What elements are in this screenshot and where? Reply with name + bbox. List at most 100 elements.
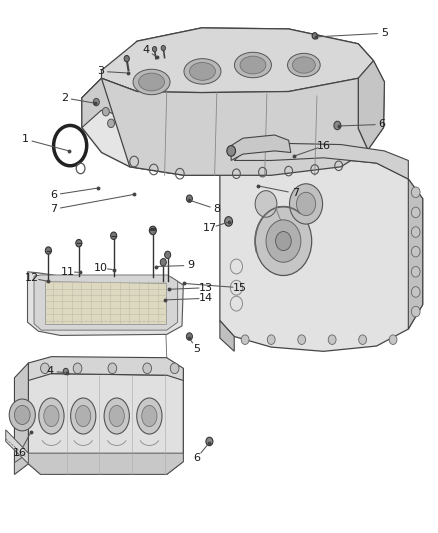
Text: 14: 14 <box>199 293 213 303</box>
Circle shape <box>290 184 322 224</box>
Circle shape <box>165 251 171 259</box>
Text: 2: 2 <box>61 93 68 103</box>
Circle shape <box>255 207 312 276</box>
Circle shape <box>276 231 291 251</box>
Circle shape <box>267 335 275 344</box>
Circle shape <box>186 195 192 203</box>
Polygon shape <box>82 78 102 108</box>
Ellipse shape <box>240 56 266 74</box>
Circle shape <box>160 259 166 266</box>
Ellipse shape <box>44 406 59 426</box>
Ellipse shape <box>104 398 129 434</box>
Circle shape <box>143 363 152 374</box>
Ellipse shape <box>109 406 124 426</box>
Circle shape <box>298 335 306 344</box>
Polygon shape <box>408 179 423 329</box>
Circle shape <box>241 335 249 344</box>
Polygon shape <box>28 272 184 335</box>
Circle shape <box>266 220 301 262</box>
Text: 4: 4 <box>143 45 150 55</box>
Polygon shape <box>14 453 184 474</box>
Circle shape <box>359 335 367 344</box>
Circle shape <box>93 99 99 106</box>
Text: 7: 7 <box>50 204 57 214</box>
Polygon shape <box>234 143 408 179</box>
Polygon shape <box>34 275 178 330</box>
Polygon shape <box>102 78 368 175</box>
Ellipse shape <box>71 398 96 434</box>
Circle shape <box>170 363 179 374</box>
Circle shape <box>108 363 117 374</box>
Polygon shape <box>14 363 28 474</box>
Text: 11: 11 <box>60 267 74 277</box>
Text: 6: 6 <box>379 119 386 130</box>
Circle shape <box>389 335 397 344</box>
Text: 10: 10 <box>94 263 108 273</box>
Polygon shape <box>28 357 184 381</box>
Polygon shape <box>6 430 28 464</box>
Polygon shape <box>45 281 166 324</box>
Circle shape <box>149 226 156 235</box>
Ellipse shape <box>184 59 221 84</box>
Circle shape <box>111 232 117 239</box>
Text: 1: 1 <box>22 134 29 144</box>
Text: 3: 3 <box>97 67 104 76</box>
Circle shape <box>255 191 277 217</box>
Polygon shape <box>220 158 423 351</box>
Ellipse shape <box>39 398 64 434</box>
Circle shape <box>63 368 68 375</box>
Circle shape <box>312 33 318 39</box>
Text: 6: 6 <box>50 190 57 200</box>
Ellipse shape <box>76 406 91 426</box>
Ellipse shape <box>190 62 215 80</box>
Text: 8: 8 <box>213 204 220 214</box>
Circle shape <box>124 55 129 62</box>
Circle shape <box>41 363 49 374</box>
Polygon shape <box>102 28 374 93</box>
Circle shape <box>411 306 420 317</box>
Polygon shape <box>28 363 184 474</box>
Text: 15: 15 <box>233 282 247 293</box>
Polygon shape <box>220 320 234 351</box>
Ellipse shape <box>133 69 170 95</box>
Text: 5: 5 <box>381 28 388 38</box>
Ellipse shape <box>138 73 165 91</box>
Circle shape <box>186 333 192 340</box>
Circle shape <box>411 207 420 217</box>
Polygon shape <box>82 28 385 175</box>
Text: 17: 17 <box>202 223 216 233</box>
Circle shape <box>411 287 420 297</box>
Circle shape <box>152 46 157 52</box>
Circle shape <box>227 146 236 156</box>
Circle shape <box>206 437 213 446</box>
Text: 4: 4 <box>46 367 54 376</box>
Text: 9: 9 <box>187 261 194 270</box>
Text: 6: 6 <box>193 454 200 463</box>
Circle shape <box>411 187 420 198</box>
Polygon shape <box>231 135 291 160</box>
Circle shape <box>46 247 51 254</box>
Circle shape <box>161 45 166 51</box>
Text: 16: 16 <box>317 141 331 151</box>
Text: 12: 12 <box>25 273 39 283</box>
Polygon shape <box>358 61 385 150</box>
Ellipse shape <box>293 57 315 73</box>
Ellipse shape <box>234 52 272 78</box>
Polygon shape <box>82 78 137 127</box>
Circle shape <box>102 108 110 116</box>
Ellipse shape <box>288 53 320 77</box>
Text: 16: 16 <box>13 448 27 458</box>
Circle shape <box>76 239 82 247</box>
Text: 7: 7 <box>292 188 299 198</box>
Circle shape <box>225 216 233 226</box>
Circle shape <box>14 406 30 424</box>
Circle shape <box>73 363 82 374</box>
Circle shape <box>334 121 341 130</box>
Circle shape <box>411 266 420 277</box>
Circle shape <box>411 246 420 257</box>
Circle shape <box>411 227 420 237</box>
Circle shape <box>297 192 316 216</box>
Ellipse shape <box>137 398 162 434</box>
Ellipse shape <box>142 406 157 426</box>
Circle shape <box>108 119 115 127</box>
